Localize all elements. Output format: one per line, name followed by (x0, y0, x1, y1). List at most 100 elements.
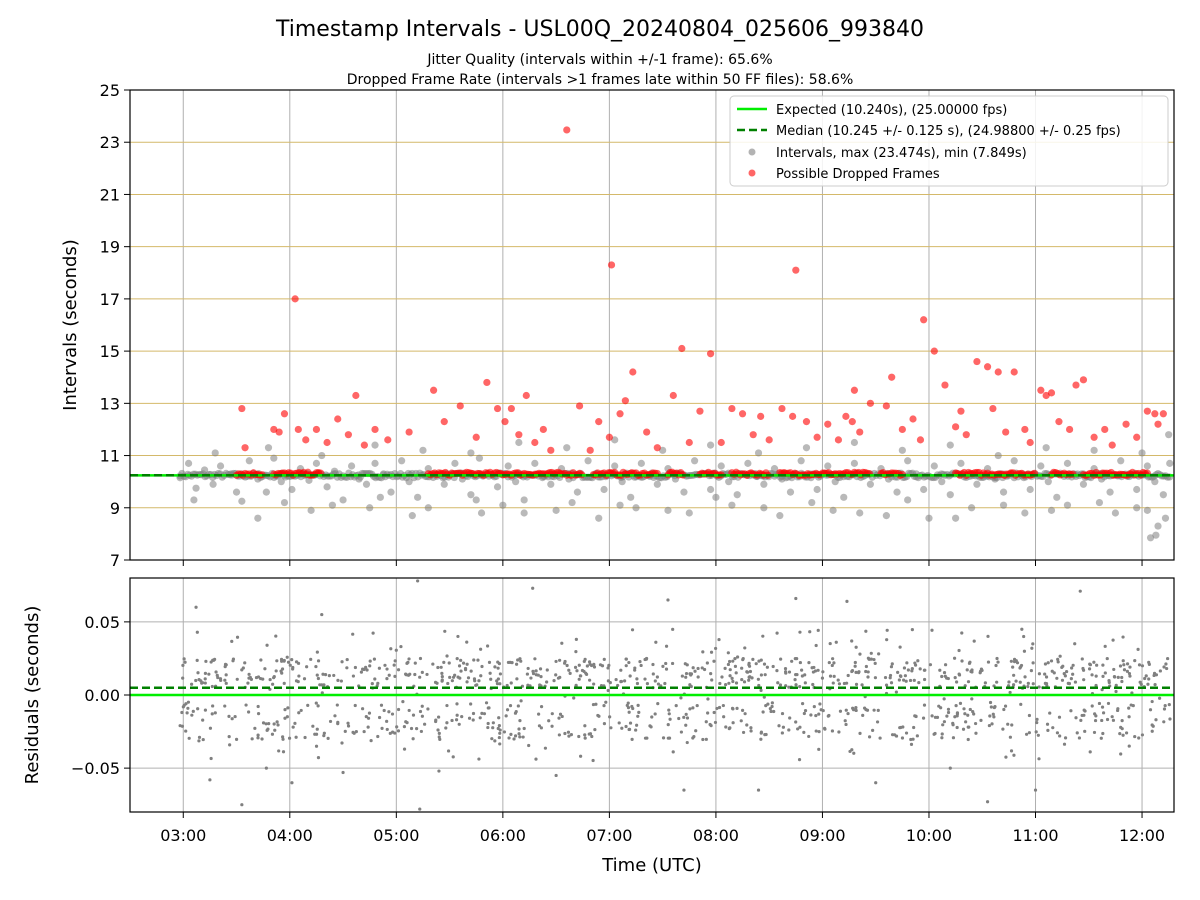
residual-point (224, 673, 228, 677)
residual-point (281, 750, 286, 754)
interval-point (1133, 485, 1141, 494)
residual-point (459, 658, 463, 662)
residual-point (482, 712, 487, 716)
residual-point (846, 711, 850, 716)
residual-point (259, 676, 263, 681)
residual-point (684, 712, 688, 716)
dropped-frame-point (456, 402, 464, 410)
residual-point (864, 664, 868, 669)
residual-point (664, 667, 669, 671)
interval-point (1106, 488, 1114, 496)
residual-point (194, 678, 198, 683)
residual-point (451, 675, 456, 679)
residual-point (345, 657, 349, 662)
residual-point (1004, 755, 1008, 759)
residual-point (606, 666, 610, 670)
residual-point (213, 711, 217, 715)
residual-point (1050, 669, 1054, 673)
residual-point (820, 676, 825, 680)
residual-point (1162, 707, 1167, 711)
residual-point (821, 708, 825, 713)
residual-point (250, 737, 254, 741)
residual-point (396, 668, 401, 672)
residual-point (275, 720, 279, 724)
residual-point (1071, 663, 1075, 667)
residual-point (922, 703, 927, 707)
residual-point (1060, 678, 1065, 682)
residual-point (1058, 734, 1062, 738)
interval-point (209, 480, 217, 488)
residual-point (477, 679, 481, 683)
residual-point (296, 680, 300, 684)
interval-point (312, 459, 321, 467)
residual-point (1125, 669, 1129, 673)
residual-point (973, 721, 978, 726)
residual-point (376, 734, 380, 739)
residual-point (498, 731, 502, 735)
residual-point (1137, 736, 1141, 740)
residual-point (1128, 665, 1132, 669)
residual-point (1106, 701, 1111, 706)
residual-point (303, 735, 307, 740)
residual-point (469, 669, 473, 673)
residual-point (964, 720, 968, 724)
residual-point (335, 703, 339, 707)
residual-point (1020, 627, 1024, 631)
residual-point (368, 664, 372, 668)
residual-point (902, 678, 906, 682)
residual-point (1079, 718, 1083, 722)
residual-point (294, 735, 298, 739)
interval-point (270, 454, 278, 462)
residual-point (591, 758, 595, 763)
residual-point (336, 722, 340, 726)
legend-dropped-label: Possible Dropped Frames (776, 167, 940, 182)
residual-point (1125, 662, 1130, 666)
dropped-frame-point (930, 347, 938, 355)
residual-point (701, 737, 705, 742)
residual-point (614, 677, 618, 682)
residual-point (812, 705, 816, 709)
residual-point (1128, 674, 1132, 678)
residual-point (816, 628, 820, 632)
interval-point (414, 493, 422, 501)
legend-median-label: Median (10.245 +/- 0.125 s), (24.98800 +… (776, 124, 1121, 139)
residual-point (1031, 642, 1035, 646)
interval-point (192, 484, 200, 492)
residual-point (260, 737, 264, 741)
residual-point (509, 681, 513, 685)
dropped-frame-point (1159, 410, 1167, 418)
residual-point (808, 630, 812, 634)
dropped-frame-point (302, 436, 310, 444)
interval-point (1152, 531, 1160, 539)
residual-point (1010, 723, 1014, 727)
residual-point (1063, 736, 1068, 740)
intervals-plot: 7 9 11 13 15 17 19 21 23 25 Intervals (seconds) E… (60, 81, 1175, 570)
residual-point (797, 758, 802, 762)
residual-point (244, 703, 248, 707)
residual-point (1007, 680, 1011, 684)
residual-point (557, 733, 561, 737)
residual-point (627, 710, 631, 714)
residual-point (1168, 717, 1172, 721)
residual-point (867, 657, 871, 661)
residual-point (352, 731, 356, 735)
residual-point (1065, 669, 1069, 674)
interval-point (1063, 459, 1072, 467)
residual-point (1119, 752, 1123, 756)
residual-point (720, 675, 724, 679)
intervals-y-tick-label: 21 (100, 185, 120, 204)
residual-point (802, 711, 806, 716)
residual-point (1164, 662, 1168, 666)
interval-point (946, 491, 954, 499)
residual-point (872, 708, 876, 712)
residual-point (326, 736, 330, 740)
dropped-frame-point (1143, 407, 1151, 415)
interval-point (307, 506, 315, 514)
residual-point (227, 734, 231, 739)
intervals-y-ticks: 7 9 11 13 15 17 19 21 23 25 (100, 81, 130, 570)
residual-point (663, 681, 667, 686)
residual-point (606, 688, 610, 693)
residual-point (1034, 730, 1038, 734)
interval-point (1165, 431, 1173, 439)
residual-point (191, 709, 195, 713)
